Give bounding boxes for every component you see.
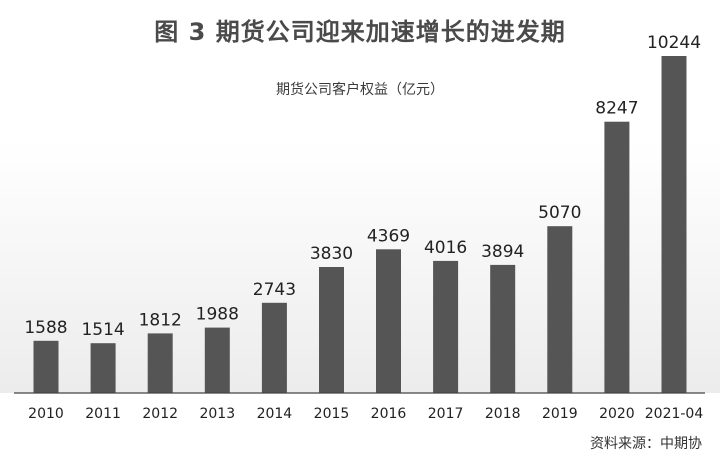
bar-2010 [33, 340, 59, 393]
bar-2019 [547, 226, 573, 393]
data-label-2016: 4369 [367, 226, 410, 246]
data-label-2017: 4016 [424, 238, 467, 258]
x-tick-label-2017: 2017 [428, 406, 464, 422]
bar-2013 [204, 327, 230, 393]
x-tick-label-2010: 2010 [28, 406, 64, 422]
bar-2015 [319, 267, 344, 393]
x-tick-label-2019: 2019 [542, 406, 578, 422]
data-label-2019: 5070 [538, 203, 581, 223]
source-note: 资料来源：中期协 [590, 436, 702, 452]
bar-2021-04 [661, 56, 687, 393]
x-tick-label-2012: 2012 [142, 406, 178, 422]
x-tick-label-2020: 2020 [599, 406, 635, 422]
data-label-2021-04: 10244 [647, 33, 701, 53]
data-label-2020: 8247 [595, 99, 638, 119]
bar-2011 [90, 343, 116, 393]
chart-title: 图 3 期货公司迎来加速增长的进发期 [154, 18, 566, 46]
data-label-2011: 1514 [81, 320, 124, 340]
data-label-2010: 1588 [24, 318, 67, 338]
x-tick-label-2011: 2011 [85, 406, 121, 422]
data-label-2018: 3894 [481, 242, 524, 262]
bar-2014 [261, 302, 287, 393]
chart-subtitle: 期货公司客户权益（亿元） [276, 82, 444, 98]
data-label-2015: 3830 [310, 244, 353, 264]
bar-2017 [433, 260, 459, 393]
data-label-2014: 2743 [253, 280, 296, 300]
x-tick-label-2021-04: 2021-04 [645, 406, 704, 422]
bar-2018 [490, 264, 516, 393]
x-tick-label-2018: 2018 [485, 406, 521, 422]
x-tick-label-2016: 2016 [371, 406, 407, 422]
bar-2012 [147, 333, 173, 393]
data-label-2013: 1988 [196, 305, 239, 325]
x-tick-label-2013: 2013 [199, 406, 235, 422]
bar-2016 [376, 249, 401, 393]
plot-background [0, 140, 720, 393]
x-tick-label-2015: 2015 [314, 406, 350, 422]
x-tick-label-2014: 2014 [257, 406, 293, 422]
bar-2020 [604, 121, 630, 393]
data-label-2012: 1812 [139, 310, 182, 330]
